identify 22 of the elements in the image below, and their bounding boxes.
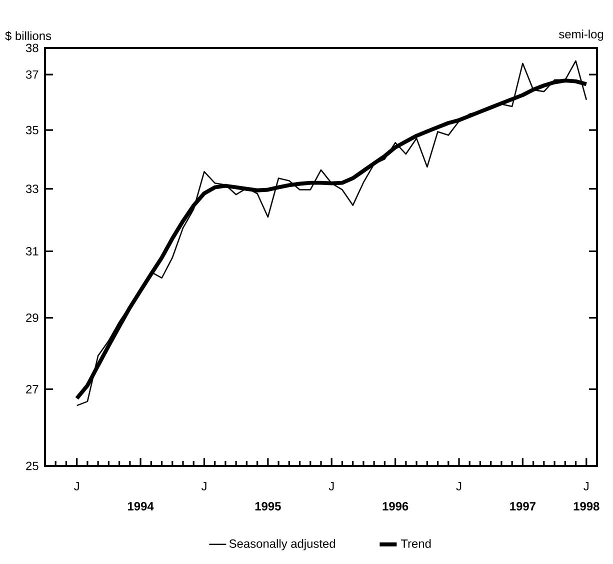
x-tick-label: 1995 — [255, 502, 281, 510]
legend-label: Seasonally adjusted — [229, 539, 336, 550]
y-tick-label: 37 — [26, 70, 38, 79]
text: J — [456, 482, 462, 490]
y-tick-label: 38 — [26, 44, 38, 52]
text: J — [584, 482, 588, 490]
text: semi-log — [559, 30, 604, 41]
x-tick-label: 1998 — [574, 502, 600, 510]
y-tick-label: 27 — [26, 384, 38, 394]
x-tick-label: 1996 — [382, 502, 408, 510]
y-tick-label: 29 — [26, 314, 38, 322]
text: J — [201, 482, 206, 490]
legend-label: Trend — [400, 539, 431, 548]
text: J — [328, 482, 334, 490]
x-tick-label: 1997 — [510, 502, 536, 510]
text: J — [74, 482, 79, 490]
y-tick-label: 33 — [26, 184, 38, 194]
y-tick-label: 31 — [26, 247, 38, 256]
y-axis-title: $ billions — [5, 31, 52, 41]
y-tick-label: 35 — [26, 126, 38, 134]
x-tick-label: 1994 — [128, 502, 154, 510]
y-tick-label: 25 — [26, 462, 38, 470]
